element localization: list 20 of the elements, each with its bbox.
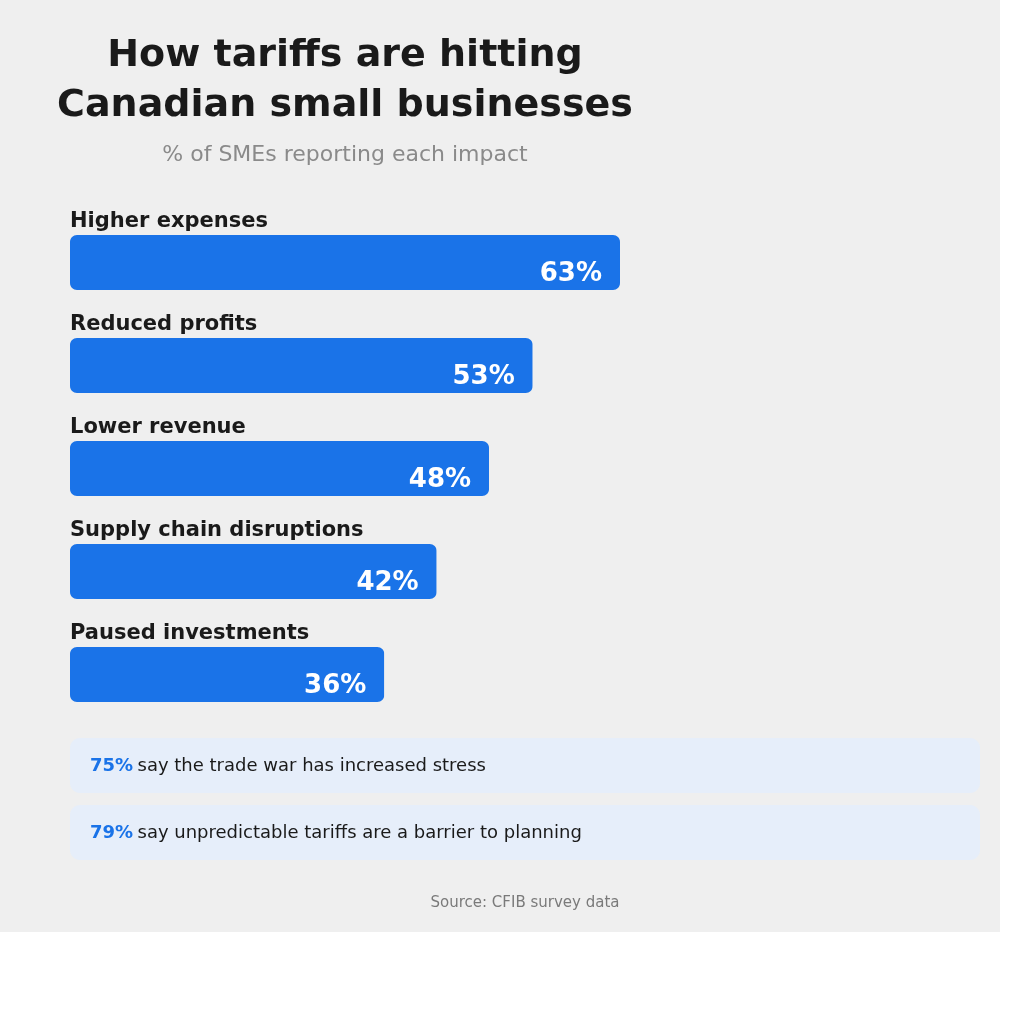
text: 75% say the trade war has increased stress — [90, 754, 486, 775]
y-tick-label: Lower revenue — [70, 413, 246, 438]
data-label: 48% — [408, 462, 472, 493]
chart-title: How tariffs are hitting Canadian small businesses — [57, 30, 633, 125]
source-note: Source: CFIB survey data — [430, 893, 620, 911]
y-tick-label: Paused investments — [70, 619, 310, 644]
y-tick-label: Higher expenses — [70, 207, 268, 232]
bar — [70, 235, 620, 290]
data-label: 63% — [539, 256, 602, 287]
bar — [70, 544, 437, 599]
chart-subtitle: % of SMEs reporting each impact — [162, 140, 529, 166]
data-label: 53% — [452, 359, 515, 390]
text: 79% say unpredictable tariffs are a barrier to planning — [90, 821, 582, 842]
bar — [70, 441, 490, 496]
y-tick-label: Supply chain disruptions — [70, 516, 364, 541]
data-label: 42% — [356, 565, 419, 596]
data-label: 36% — [304, 668, 367, 699]
bar — [70, 647, 385, 702]
y-tick-label: Reduced profits — [70, 310, 258, 335]
bar — [70, 338, 533, 393]
